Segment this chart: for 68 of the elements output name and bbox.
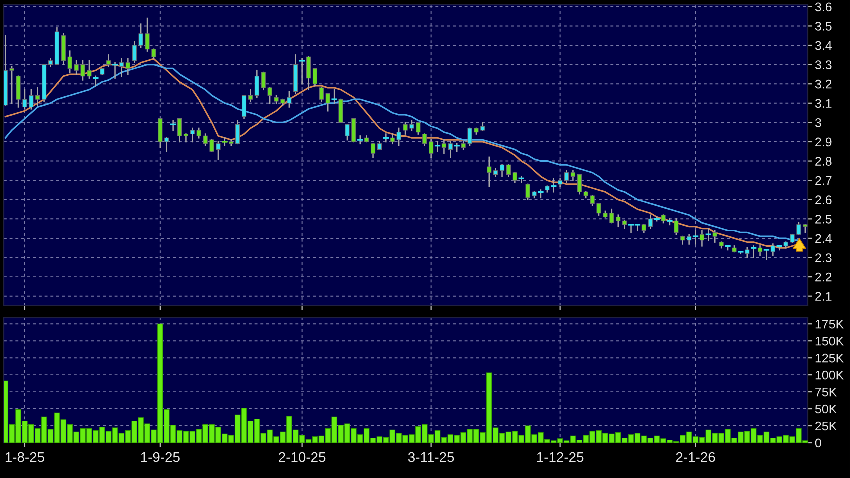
y-tick-label: 2.6 <box>816 196 832 205</box>
candlestick <box>306 56 312 91</box>
y-tick-label: 3.5 <box>815 22 832 31</box>
candlestick <box>319 87 324 102</box>
candlestick <box>312 68 318 87</box>
candlestick <box>332 89 338 104</box>
x-tick-label: 1-8-25 <box>6 452 44 462</box>
candlestick <box>248 89 253 102</box>
candlestick <box>758 246 763 256</box>
y-tick-label: 3.6 <box>815 2 832 12</box>
candlestick <box>158 118 163 148</box>
candlestick <box>506 164 511 178</box>
y-tick-label: 2.9 <box>816 138 832 147</box>
y-tick-label: 3.4 <box>815 41 832 50</box>
candlestick <box>577 174 582 195</box>
y-tick-label: 2.5 <box>816 214 832 224</box>
candlestick <box>370 143 376 158</box>
candlestick <box>164 138 170 152</box>
y-tick-label: 175K <box>816 320 844 329</box>
y-tick-label: 3.1 <box>815 99 832 108</box>
y-tick-label: 2.3 <box>816 254 832 262</box>
candlestick <box>700 230 704 247</box>
y-tick-label: 2.4 <box>816 234 832 243</box>
candlestick <box>190 128 195 143</box>
y-tick-label: 75K <box>816 388 838 397</box>
candlestick <box>36 87 40 106</box>
candlestick <box>126 58 130 76</box>
y-tick-label: 50K <box>815 404 838 414</box>
candlestick <box>429 139 434 158</box>
y-tick-label: 2.7 <box>816 176 832 186</box>
x-tick-label: 1-12-25 <box>537 452 584 462</box>
candlestick <box>564 170 570 184</box>
x-tick-label: 2-1-26 <box>676 452 716 462</box>
y-tick-label: 0 <box>815 438 822 448</box>
candlestick <box>358 136 364 145</box>
candlestick <box>106 54 112 68</box>
candlestick <box>512 172 518 184</box>
y-tick-label: 3.3 <box>815 60 832 70</box>
candlestick <box>487 156 492 187</box>
y-tick-label: 2.2 <box>816 272 832 282</box>
candlestick <box>422 134 428 146</box>
x-tick-label: 1-9-25 <box>141 452 180 462</box>
candlestick <box>434 141 441 152</box>
y-tick-label: 125K <box>816 354 844 363</box>
candlestick <box>93 76 99 87</box>
y-tick-label: 2.8 <box>816 157 832 166</box>
candlestick <box>242 95 247 120</box>
y-tick-label: 3 <box>815 118 822 128</box>
x-tick-label: 3-11-25 <box>408 452 454 462</box>
candlestick <box>177 118 182 143</box>
candlestick <box>500 164 505 178</box>
candlestick <box>674 218 679 236</box>
y-tick-label: 100K <box>816 370 844 380</box>
y-tick-label: 3.2 <box>815 80 832 89</box>
candlestick <box>570 170 576 182</box>
candlestick <box>184 134 188 143</box>
y-tick-label: 150K <box>816 336 844 346</box>
y-tick-label: 2.1 <box>816 292 832 301</box>
y-tick-label: 25K <box>816 422 838 431</box>
candlestick <box>326 93 330 112</box>
candlestick <box>338 98 344 124</box>
candlestick <box>383 134 389 143</box>
candlestick <box>712 230 718 243</box>
candlestick <box>254 70 260 98</box>
candlestick <box>442 139 446 154</box>
x-tick-label: 2-10-25 <box>279 452 326 462</box>
candlestick <box>616 214 621 228</box>
candlestick <box>236 120 240 145</box>
